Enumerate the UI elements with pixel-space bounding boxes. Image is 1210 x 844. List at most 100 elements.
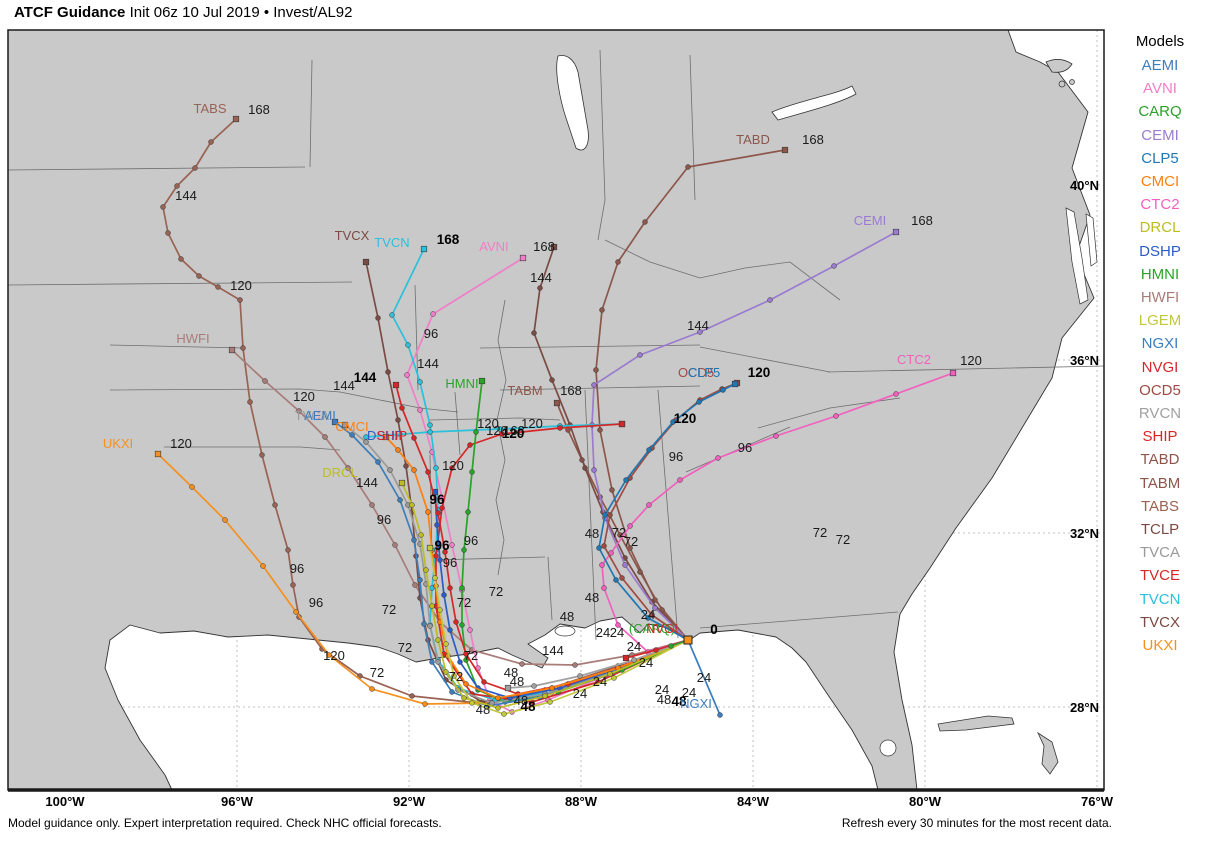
track-point-marker [767,297,773,303]
hour-label: 72 [457,595,471,610]
track-point-marker [369,686,375,692]
hour-label: 120 [521,416,543,431]
hour-label: 72 [370,665,384,680]
footer-refresh-note: Refresh every 30 minutes for the most re… [841,816,1112,830]
track-point-marker [437,607,443,613]
track-point-marker [645,615,651,621]
chesapeake-bay [1065,207,1089,305]
hour-label: 48 [560,609,574,624]
track-point-marker [395,417,401,423]
track-point-marker [577,673,583,679]
track-point-marker [409,502,415,508]
track-point-marker [411,467,417,473]
legend-item-clp5: CLP5 [1141,149,1179,167]
track-point-marker [375,315,381,321]
hour-label: 144 [175,188,197,203]
track-point-marker [893,391,899,397]
track-endpoint-marker [392,381,400,389]
track-endpoint-marker [478,377,486,385]
track-point-marker [572,662,578,668]
track-point-marker [696,399,702,405]
track-point-marker [432,575,438,581]
track-point-marker [262,378,268,384]
hour-label: 96 [309,595,323,610]
track-point-marker [549,685,555,691]
track-ctc2 [599,369,957,655]
track-point-marker [547,699,553,705]
track-point-marker [652,605,658,611]
track-point-marker [542,693,548,699]
model-label-clp5: CLP5 [688,365,721,380]
track-point-marker [469,700,475,706]
bahamas-island-2 [1037,731,1059,775]
legend-item-tabm: TABM [1139,474,1181,492]
lon-tick-label: 80°W [909,794,942,809]
hour-label: 24 [573,686,587,701]
track-endpoint-marker [622,654,630,662]
track-point-marker [613,577,619,583]
track-point-marker [430,311,436,317]
track-point-marker [601,585,607,591]
track-point-marker [326,652,332,658]
track-point-marker [259,452,265,458]
lake-erie [771,85,857,121]
track-point-marker [653,647,659,653]
hour-label: 120 [748,365,771,380]
track-point-marker [222,517,228,523]
hour-label: 120 [323,648,345,663]
track-point-marker [596,545,602,551]
track-point-marker [411,435,417,441]
track-point-marker [375,459,381,465]
track-point-marker [615,622,621,628]
track-endpoint-marker [228,346,236,354]
track-point-marker [670,419,676,425]
legend-item-tabs: TABS [1140,497,1180,515]
model-label-hmni: HMNI [445,376,478,391]
track-point-marker [392,542,398,548]
track-point-marker [599,562,605,568]
legend-item-cemi: CEMI [1141,126,1179,144]
track-point-marker [463,681,469,687]
legend-item-avni: AVNI [1143,80,1177,98]
legend-item-nvgi: NVGI [1141,358,1179,376]
track-point-marker [627,523,633,529]
track-point-marker [602,512,608,518]
lat-tick-label: 32°N [1070,526,1099,541]
hour-label: 96 [464,533,478,548]
track-point-marker [405,342,411,348]
hour-label: 120 [960,353,982,368]
legend-item-tvcn: TVCN [1139,590,1181,608]
hour-label: 72 [612,525,626,540]
track-point-marker [421,621,427,627]
hour-label: 48 [476,702,490,717]
legend-item-carq: CARQ [1138,103,1182,121]
track-point-marker [369,502,375,508]
track-point-marker [607,512,613,518]
track-endpoint-marker [398,479,406,487]
page-title-init: Init 06z 10 Jul 2019 • Invest/AL92 [125,4,353,21]
track-point-marker [451,673,457,679]
lon-tick-label: 92°W [393,794,426,809]
track-point-marker [495,695,501,701]
track-point-marker [831,263,837,269]
track-point-marker [449,465,455,471]
model-label-tabs: TABS [194,101,227,116]
track-point-marker [495,705,501,711]
model-tracks [154,115,957,718]
track-point-marker [646,502,652,508]
hour-label: 96 [669,449,683,464]
legend-item-ngxi: NGXI [1141,335,1179,353]
track-endpoint-marker [618,420,626,428]
hour-label: 120 [477,416,499,431]
track-point-marker [418,532,424,538]
legend-item-drcl: DRCL [1139,219,1181,237]
hour-label: 144 [530,270,552,285]
lon-tick-label: 96°W [221,794,254,809]
track-point-marker [489,700,495,706]
island [1058,80,1066,88]
delaware-bay [1085,213,1098,267]
model-label-dshp: DSHP [367,428,403,443]
track-point-marker [607,671,613,677]
